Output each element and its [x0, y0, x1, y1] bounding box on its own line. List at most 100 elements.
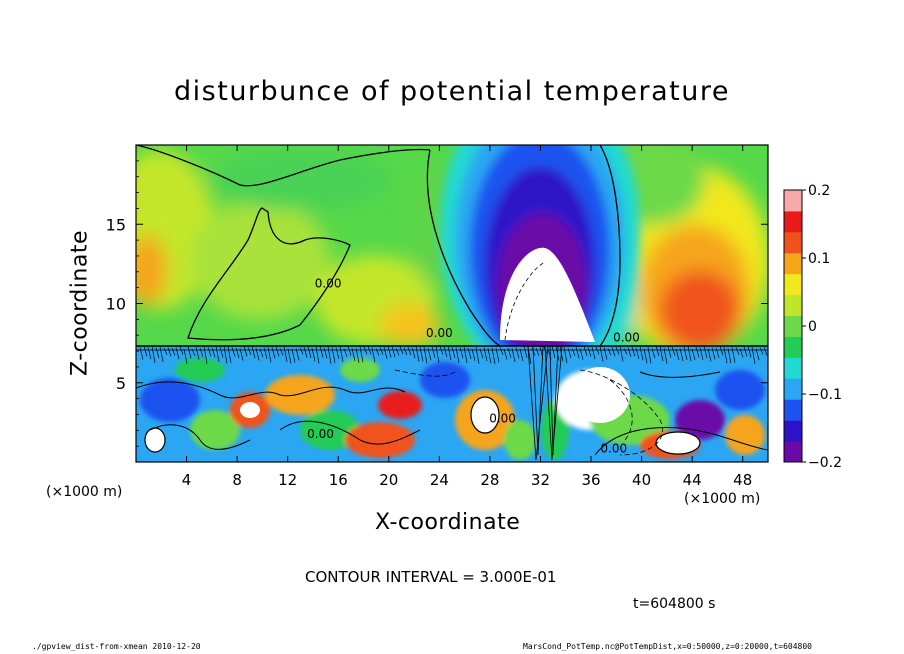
band-contour-segment: [175, 347, 180, 359]
band-contour-segment: [199, 347, 204, 357]
colorbar-tick-label: 0.1: [808, 251, 830, 267]
band-contour-segment: [639, 346, 644, 361]
band-contour-segment: [719, 346, 724, 356]
colorbar-band: [784, 294, 802, 317]
x-tick-label: 24: [430, 471, 449, 489]
band-contour-segment: [695, 346, 700, 358]
band-contour-segment: [707, 348, 712, 362]
band-contour-segment: [683, 346, 688, 360]
band-contour-segment: [147, 347, 152, 360]
contour-lines-dense: [136, 345, 768, 364]
band-contour-segment: [323, 347, 328, 359]
band-contour-segment: [599, 346, 604, 362]
colorbar-band: [784, 378, 802, 400]
band-contour-segment: [523, 346, 528, 358]
band-contour-segment: [763, 347, 768, 356]
band-contour-segment: [535, 347, 540, 356]
band-contour-segment: [391, 346, 396, 358]
band-contour-segment: [499, 347, 504, 355]
band-contour-segment: [655, 346, 660, 357]
colorbar-band: [784, 231, 802, 254]
band-contour-segment: [667, 346, 672, 358]
band-contour-segment: [395, 348, 400, 356]
band-contour-segment: [515, 347, 520, 359]
band-contour-segment: [215, 346, 220, 362]
band-contour-segment: [155, 347, 160, 359]
colorbar-band: [784, 399, 802, 421]
band-contour-segment: [759, 347, 764, 355]
contour-label: 0.00: [315, 277, 342, 291]
band-contour-segment: [503, 348, 508, 360]
colorbar-band: [784, 252, 802, 275]
band-contour-segment: [139, 347, 144, 360]
band-contour-segment: [283, 346, 288, 362]
band-contour-segment: [587, 347, 592, 357]
band-contour-segment: [735, 347, 740, 355]
band-contour-segment: [383, 346, 388, 359]
band-contour-segment: [643, 348, 648, 364]
time-label: t=604800 s: [633, 596, 716, 612]
band-contour-segment: [287, 348, 292, 364]
colorbar-band: [784, 420, 802, 442]
band-contour-segment: [631, 346, 636, 357]
x-tick-label: 36: [581, 471, 600, 489]
band-contour-segment: [627, 347, 632, 357]
band-contour-segment: [743, 346, 748, 357]
band-contour-segment: [659, 346, 664, 362]
colorbar-tick-label: 0.2: [808, 183, 830, 199]
band-contour-segment: [551, 346, 556, 358]
band-contour-segment: [679, 348, 684, 362]
band-contour-segment: [431, 346, 436, 358]
band-contour-segment: [595, 346, 600, 355]
trough-contours: [527, 345, 563, 461]
band-contour-segment: [219, 346, 224, 358]
footer-data-source: MarsCond_PotTemp.nc@PotTempDist,x=0:5000…: [523, 642, 812, 651]
band-contour-segment: [167, 347, 172, 357]
band-contour-segment: [727, 348, 732, 364]
chart-title: disturbunce of potential temperature: [174, 76, 730, 107]
band-contour-segment: [151, 346, 156, 363]
band-contour-segment: [487, 348, 492, 364]
colorbar-band: [784, 273, 802, 296]
colorbar-band: [784, 210, 802, 233]
footer-script-info: ./gpview_dist-from-xmean 2010-12-20: [32, 642, 201, 651]
band-contour-segment: [575, 346, 580, 359]
band-contour-segment: [671, 346, 676, 356]
band-contour-segment: [387, 346, 392, 358]
x-tick-label: 12: [278, 471, 297, 489]
band-contour-segment: [279, 348, 284, 356]
band-contour-segment: [299, 347, 304, 355]
band-contour-segment: [747, 346, 752, 358]
colorbar-tick-label: 0: [808, 319, 817, 335]
y-axis-units: (×1000 m): [46, 484, 123, 500]
band-contour-segment: [715, 347, 720, 358]
contour-label: 0.00: [613, 331, 640, 345]
band-contour-segment: [195, 347, 200, 360]
x-tick-label: 44: [683, 471, 702, 489]
contour-interval-label: CONTOUR INTERVAL = 3.000E-01: [305, 568, 557, 586]
band-contour-segment: [415, 345, 420, 362]
x-tick-label: 40: [632, 471, 651, 489]
band-contour-segment: [615, 347, 620, 355]
contour-labels: 0.00 0.00 0.00 0.00 0.00 0.00: [307, 277, 640, 456]
band-contour-segment: [271, 347, 276, 359]
band-contour-segment: [247, 347, 252, 356]
contour-label: 0.00: [426, 326, 453, 340]
band-contour-segment: [623, 348, 628, 355]
colorbar-tick-label: −0.1: [808, 387, 842, 403]
band-contour-segment: [379, 347, 384, 355]
band-contour-segment: [363, 346, 368, 355]
contour-label: 0.00: [489, 411, 516, 425]
band-contour-segment: [179, 346, 184, 355]
colorbar-band: [784, 336, 802, 358]
band-contour-segment: [235, 347, 240, 359]
band-contour-segment: [443, 346, 448, 358]
colorbar-band: [784, 190, 802, 212]
band-contour-segment: [451, 347, 456, 358]
band-contour-segment: [307, 346, 312, 359]
band-contour-segment: [263, 347, 268, 360]
x-tick-label: 4: [182, 471, 192, 489]
band-contour-segment: [447, 346, 452, 361]
band-contour-segment: [187, 346, 192, 359]
